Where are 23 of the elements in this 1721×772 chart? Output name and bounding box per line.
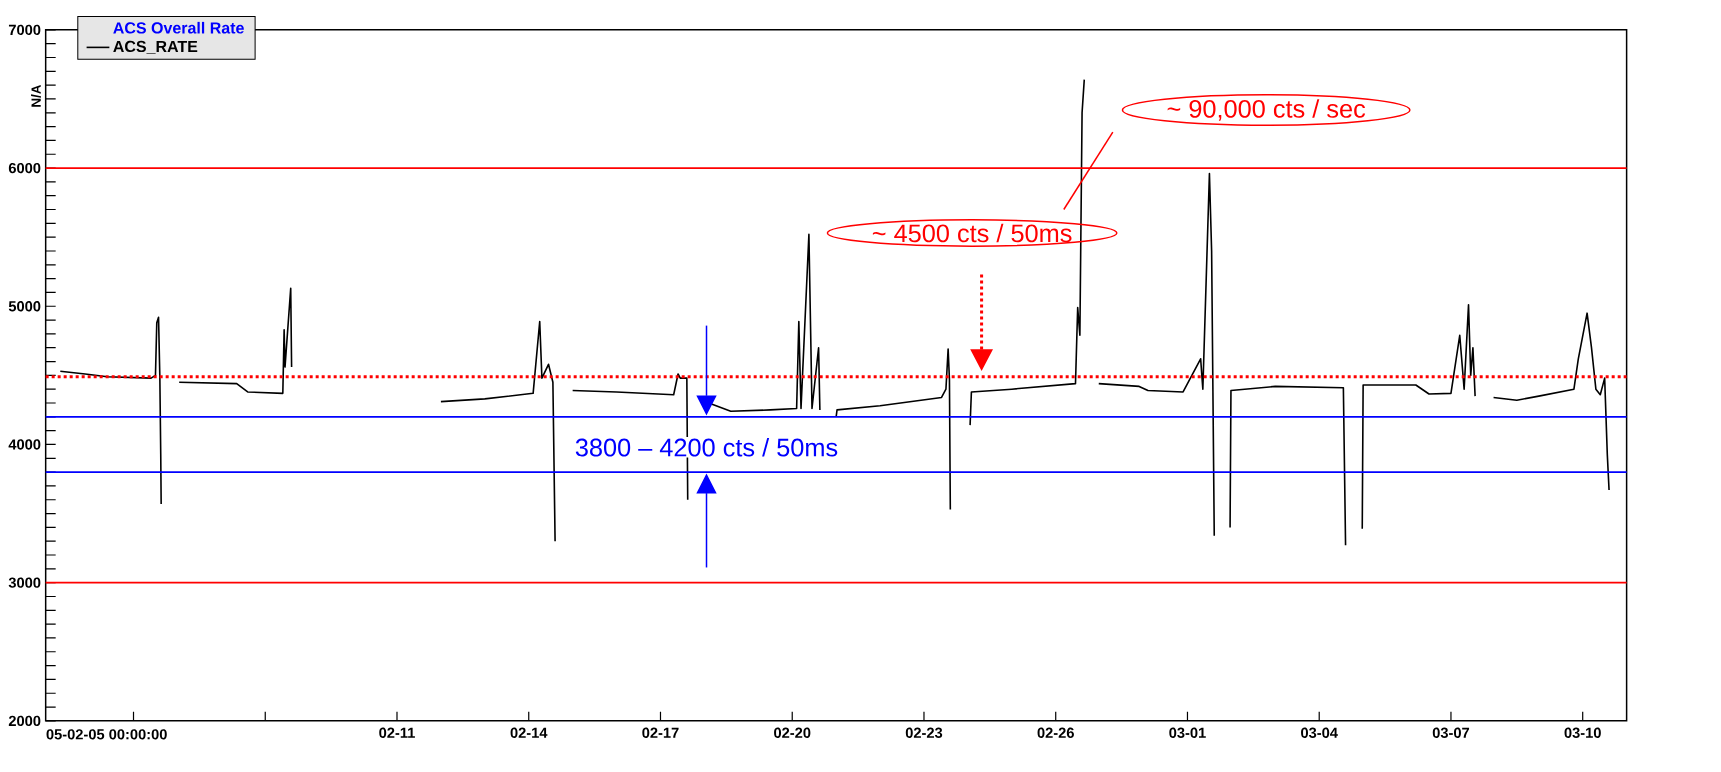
legend-title: ACS Overall Rate <box>113 21 244 34</box>
x-tick-label: 03-10 <box>1564 727 1601 738</box>
y-tick-label: 4000 <box>8 439 41 450</box>
x-tick-label: 02-26 <box>1037 727 1074 738</box>
legend-label: ACS_RATE <box>113 40 198 54</box>
annotation: 3800 – 4200 cts / 50ms <box>575 437 838 457</box>
y-tick-label: 3000 <box>8 577 41 588</box>
x-tick-label: 03-04 <box>1301 727 1338 738</box>
x-tick-label: 03-07 <box>1432 727 1470 738</box>
x-tick-label: 02-23 <box>905 727 943 738</box>
x-tick-label: 03-01 <box>1169 727 1206 738</box>
annotation: ~ 90,000 cts / sec <box>1167 99 1366 121</box>
annotation: ~ 4500 cts / 50ms <box>872 223 1072 243</box>
x-tick-label: 02-14 <box>510 727 548 738</box>
y-axis-title: N/A <box>31 84 41 107</box>
x-tick-label: 02-20 <box>774 727 811 738</box>
y-tick-label: 5000 <box>8 301 41 312</box>
x-tick-label: 02-11 <box>379 727 415 738</box>
y-tick-label: 2000 <box>8 715 41 727</box>
x-tick-label: 02-17 <box>642 727 679 738</box>
text: 05-02-05 00:00:00 <box>46 729 167 740</box>
y-tick-label: 6000 <box>8 162 41 174</box>
y-tick-label: 7000 <box>8 24 41 36</box>
